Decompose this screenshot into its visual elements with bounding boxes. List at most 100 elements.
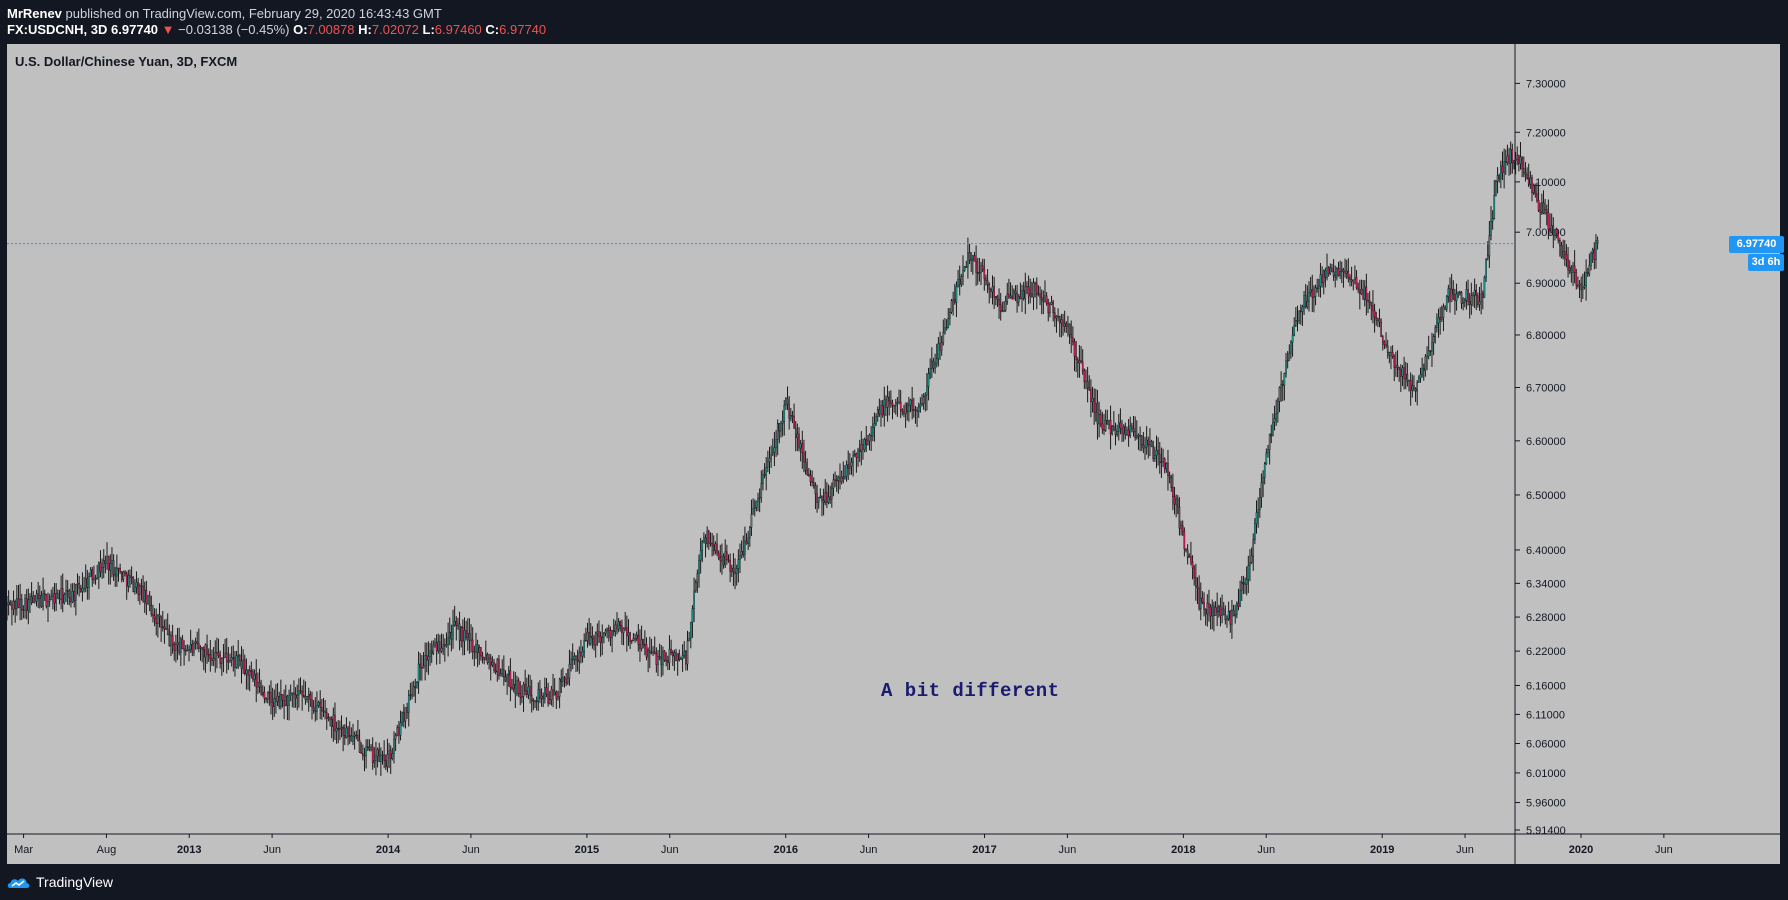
candle-up [1295, 320, 1297, 326]
candle-down [1103, 428, 1105, 431]
candlestick-chart[interactable]: 7.300007.200007.100007.000006.900006.800… [7, 44, 1780, 864]
candle-up [399, 722, 402, 736]
candle-up [1078, 360, 1081, 364]
candle-up [886, 396, 889, 408]
candle-up [407, 694, 410, 713]
candle-down [981, 265, 984, 270]
candle-up [496, 659, 499, 673]
candle-down [303, 695, 305, 697]
candle-up [1432, 336, 1435, 343]
candle-up [84, 578, 87, 589]
candle-up [1465, 289, 1468, 301]
candle-up [1291, 334, 1294, 343]
candle-up [230, 657, 233, 661]
candle-down [125, 573, 128, 587]
x-tick-label: Jun [1655, 844, 1673, 856]
candle-down [1109, 419, 1112, 435]
candle-up [135, 582, 138, 588]
candle-up [919, 404, 922, 408]
candle-up [134, 587, 136, 592]
candle-down [1521, 156, 1523, 169]
candle-up [1283, 373, 1286, 386]
candle-up [1091, 398, 1094, 402]
candle-up [1450, 288, 1453, 302]
candle-down [148, 595, 151, 606]
candle-up [1340, 269, 1343, 272]
candle-up [512, 683, 515, 690]
candle-down [263, 691, 266, 699]
chart-area[interactable]: 7.30000 7.20000 7.10000 7.00000 6.90000 6.800… [7, 44, 1784, 864]
candle-up [248, 670, 251, 676]
candle-up [194, 641, 197, 644]
candle-up [594, 632, 597, 646]
candle-up [544, 687, 546, 700]
candle-up [937, 343, 940, 359]
candle-up [581, 651, 584, 657]
y-tick-label: 6.11000 [1526, 709, 1565, 721]
candle-down [1157, 450, 1159, 455]
chart-annotation[interactable]: A bit different [881, 680, 1060, 702]
candle-down [1414, 388, 1417, 392]
candle-down [299, 690, 302, 692]
candle-down [1518, 155, 1520, 164]
author-name[interactable]: MrRenev [7, 6, 62, 21]
candle-up [130, 576, 133, 579]
candle-down [1216, 607, 1218, 612]
candle-down [1191, 561, 1194, 569]
candle-down [509, 670, 512, 688]
y-tick-label: 5.91400 [1526, 825, 1566, 837]
candle-up [945, 327, 948, 329]
candle-up [1455, 293, 1458, 302]
candle-up [1277, 401, 1279, 414]
candle-up [868, 434, 871, 442]
candle-up [1437, 317, 1440, 324]
low-value: 6.97460 [434, 22, 482, 37]
candle-up [589, 636, 592, 644]
candle-down [357, 734, 359, 741]
candle-up [1583, 285, 1586, 288]
brand-logo[interactable]: TradingView [6, 874, 113, 890]
candle-down [1213, 605, 1215, 616]
candle-up [817, 497, 820, 503]
candle-down [975, 261, 977, 273]
candle-down [1400, 369, 1402, 377]
x-tick-label: 2019 [1370, 844, 1394, 856]
candle-down [311, 699, 313, 708]
candle-up [380, 754, 382, 762]
candle-down [1337, 268, 1340, 276]
candle-down [1045, 295, 1048, 304]
candle-down [745, 540, 748, 544]
candle-down [271, 702, 274, 707]
candle-up [940, 342, 943, 351]
candle-down [124, 571, 126, 574]
candle-up [1470, 295, 1473, 305]
candle-down [309, 694, 312, 700]
candle-down [129, 575, 131, 579]
x-tick-label: 2017 [972, 844, 996, 856]
candle-down [968, 252, 971, 261]
candle-up [557, 696, 559, 699]
candle-down [834, 479, 836, 481]
candle-down [1173, 496, 1176, 505]
candle-up [143, 589, 146, 602]
candle-down [486, 654, 489, 663]
candle-up [853, 453, 856, 456]
candle-down [9, 602, 12, 606]
candle-down [585, 639, 587, 642]
candle-up [1401, 367, 1404, 377]
candle-up [980, 265, 982, 273]
candle-up [617, 621, 620, 630]
candle-up [578, 652, 581, 662]
candle-down [337, 727, 340, 730]
candle-down [855, 453, 858, 459]
candle-up [947, 318, 950, 328]
candle-down [1047, 303, 1050, 314]
candle-down [650, 652, 653, 654]
candle-up [553, 691, 556, 696]
candle-down [1186, 549, 1189, 558]
candle-down [563, 677, 566, 680]
x-tick-label: Jun [462, 844, 480, 856]
candle-up [1568, 267, 1571, 271]
candle-up [1416, 382, 1419, 392]
candle-up [491, 661, 494, 666]
